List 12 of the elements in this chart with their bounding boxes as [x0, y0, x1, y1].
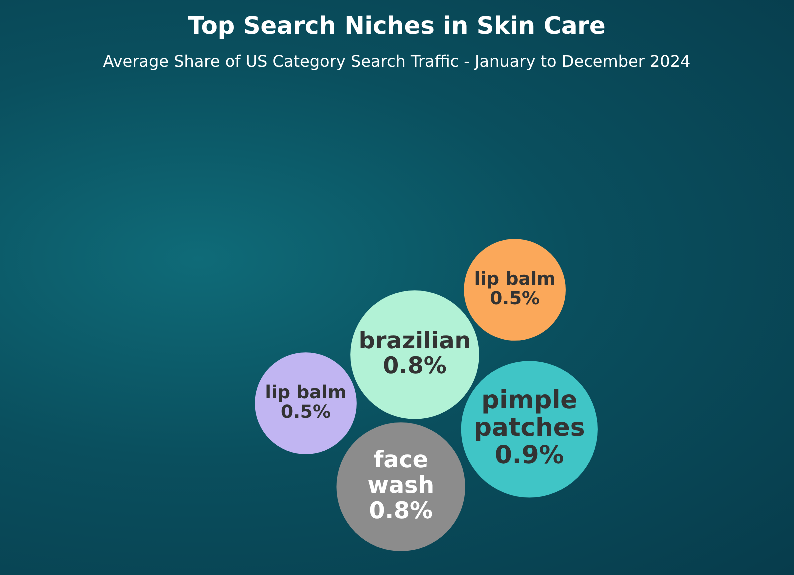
category-label: lip balm [474, 268, 556, 290]
category-label: face wash [368, 448, 435, 500]
data-label: 0.5% [490, 288, 540, 310]
data-label: 0.8% [383, 354, 447, 380]
data-label: 0.9% [494, 440, 564, 470]
category-label: pimple patches [474, 385, 586, 442]
category-label: brazilian [358, 328, 472, 354]
data-label: 0.8% [369, 498, 434, 524]
category-label: lip balm [265, 382, 347, 404]
text: Average Share of US Category Search Traffic - January to December 2024 [102, 52, 692, 71]
text: Top Search Niches in Skin Care [187, 12, 607, 40]
data-label: 0.5% [281, 402, 331, 424]
